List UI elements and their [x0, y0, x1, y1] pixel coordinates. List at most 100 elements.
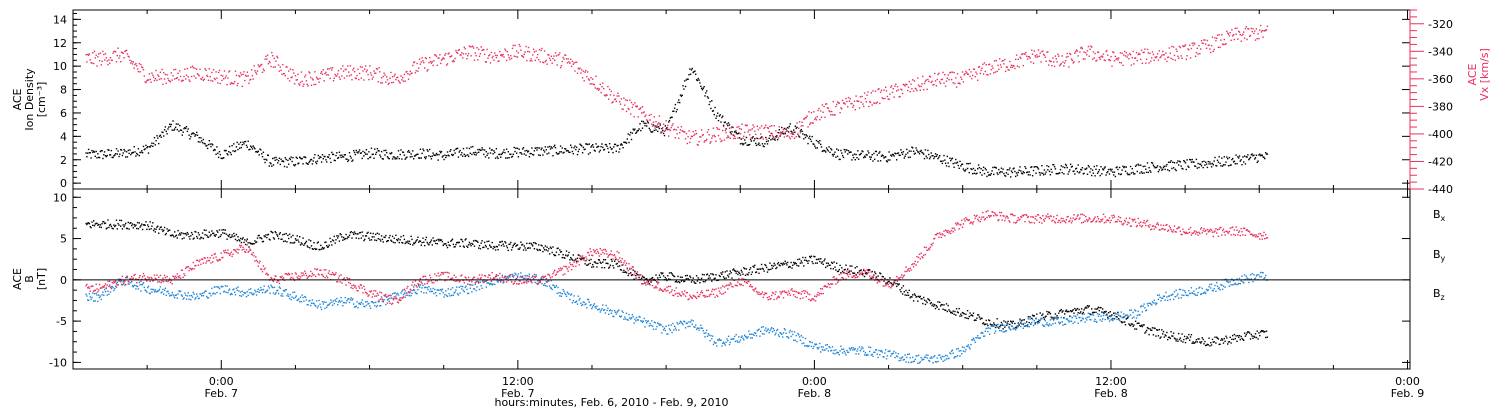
vx-series-point — [927, 79, 928, 80]
vx-series-point — [852, 107, 853, 108]
ion-density-series-point — [765, 137, 766, 138]
bx-series-point — [1267, 337, 1268, 338]
vx-series-point — [855, 109, 856, 110]
vx-series-point — [508, 57, 509, 58]
bx-series-point — [946, 303, 947, 304]
vx-series-point — [671, 125, 672, 126]
ion-density-series-point — [87, 153, 88, 154]
bx-series-point — [241, 242, 242, 243]
by-series-point — [499, 278, 500, 279]
ion-density-series-point — [1234, 161, 1235, 162]
by-series-point — [725, 342, 726, 343]
bx-series-point — [1188, 334, 1189, 335]
vx-series-point — [733, 138, 734, 139]
vx-series-point — [149, 73, 150, 74]
bx-series-point — [690, 277, 691, 278]
ion-density-series-point — [516, 153, 517, 154]
vx-series-point — [295, 75, 296, 76]
by-series-point — [366, 305, 367, 306]
ion-density-series-point — [207, 148, 208, 149]
bx-series-point — [669, 272, 670, 273]
bx-series-point — [321, 248, 322, 249]
ion-density-series-point — [1116, 166, 1117, 167]
ion-density-series-point — [832, 154, 833, 155]
ion-density-series-point — [286, 159, 287, 160]
ion-density-series-point — [169, 124, 170, 125]
ion-density-series-point — [362, 158, 363, 159]
vx-series-point — [605, 95, 606, 96]
bx-series-point — [555, 255, 556, 256]
ion-density-series-point — [345, 154, 346, 155]
ion-density-series-point — [848, 150, 849, 151]
vx-series-point — [801, 125, 802, 126]
ion-density-series-point — [199, 137, 200, 138]
ion-density-series-point — [755, 143, 756, 144]
vx-series-point — [1255, 39, 1256, 40]
vx-series-point — [90, 59, 91, 60]
ion-density-series-point — [1212, 163, 1213, 164]
by-series-point — [421, 287, 422, 288]
by-series-point — [100, 295, 101, 296]
by-series-point — [324, 308, 325, 309]
ion-density-series-point — [942, 160, 943, 161]
by-series-point — [344, 302, 345, 303]
bx-series-point — [914, 293, 915, 294]
bx-series-point — [713, 274, 714, 275]
vx-series-point — [560, 67, 561, 68]
bx-series-point — [173, 236, 174, 237]
vx-series-point — [1057, 54, 1058, 55]
vx-series-point — [101, 61, 102, 62]
vx-series-point — [205, 70, 206, 71]
vx-series-point — [1234, 39, 1235, 40]
vx-series-point — [475, 52, 476, 53]
ion-density-series-point — [853, 157, 854, 158]
vx-series-point — [675, 137, 676, 138]
vx-series-point — [1045, 61, 1046, 62]
ion-density-series-point — [389, 158, 390, 159]
bx-series-point — [377, 233, 378, 234]
bx-series-point — [1246, 334, 1247, 335]
vx-series-point — [516, 50, 517, 51]
ion-density-series-point — [275, 160, 276, 161]
by-series-point — [652, 326, 653, 327]
vx-series-point — [1244, 38, 1245, 39]
bx-series-point — [202, 232, 203, 233]
vx-series-point — [685, 138, 686, 139]
vx-series-point — [631, 102, 632, 103]
bx-series-point — [986, 323, 987, 324]
ion-density-series-point — [114, 154, 115, 155]
vx-series-point — [414, 61, 415, 62]
ion-density-series-point — [899, 155, 900, 156]
bx-series-point — [796, 263, 797, 264]
vx-series-point — [349, 75, 350, 76]
bx-series-point — [1000, 325, 1001, 326]
vx-series-point — [211, 72, 212, 73]
bx-series-point — [1186, 338, 1187, 339]
vx-series-point — [641, 112, 642, 113]
vx-series-point — [855, 95, 856, 96]
vx-series-point — [546, 64, 547, 65]
ion-density-series-point — [324, 156, 325, 157]
bx-series-point — [138, 228, 139, 229]
by-series-point — [571, 293, 572, 294]
ion-density-series-point — [962, 164, 963, 165]
ion-density-series-point — [638, 128, 639, 129]
bx-series-point — [1192, 341, 1193, 342]
ion-density-series-point — [481, 147, 482, 148]
vx-series-point — [1115, 56, 1116, 57]
vx-series-point — [755, 134, 756, 135]
vx-series-point — [470, 55, 471, 56]
by-series-point — [275, 294, 276, 295]
by-series-point — [215, 286, 216, 287]
bx-series-point — [609, 266, 610, 267]
by-series-point — [287, 293, 288, 294]
ion-density-series-point — [383, 158, 384, 159]
bx-series-point — [272, 232, 273, 233]
vx-series-point — [362, 67, 363, 68]
ion-density-series-point — [691, 69, 692, 70]
vx-series-point — [728, 137, 729, 138]
bx-series-point — [1235, 338, 1236, 339]
ion-density-series-point — [720, 114, 721, 115]
vx-series-point — [474, 60, 475, 61]
ion-density-series-point — [1159, 166, 1160, 167]
